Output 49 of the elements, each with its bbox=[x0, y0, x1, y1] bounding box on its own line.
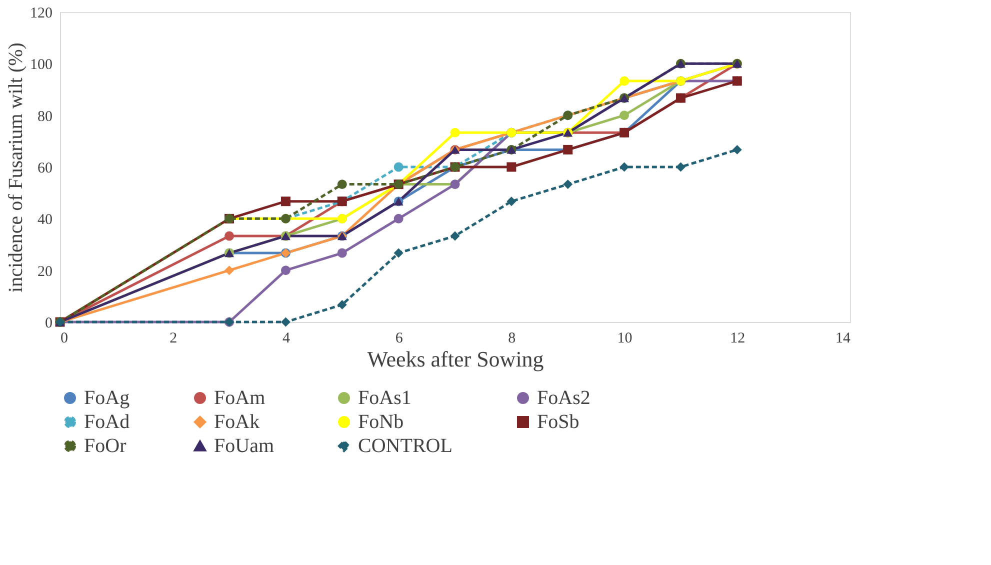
x-tick-label: 0 bbox=[60, 330, 68, 346]
point bbox=[620, 76, 630, 86]
point bbox=[676, 162, 686, 172]
legend-label: FoAm bbox=[214, 387, 266, 409]
legend-label: FoAd bbox=[84, 411, 130, 433]
point bbox=[620, 110, 630, 120]
x-tick-label: 2 bbox=[170, 330, 178, 346]
y-tick-label: 100 bbox=[30, 57, 52, 74]
point bbox=[563, 180, 573, 190]
point bbox=[394, 214, 404, 224]
x-axis-title: Weeks after Sowing bbox=[367, 346, 544, 372]
x-tick-label: 10 bbox=[617, 330, 632, 346]
legend-label: FoAg bbox=[84, 387, 130, 409]
legend-label: FoSb bbox=[537, 411, 580, 433]
x-tick-label: 6 bbox=[395, 330, 404, 346]
legend-label: FoOr bbox=[84, 435, 127, 457]
point bbox=[506, 196, 516, 206]
point bbox=[337, 180, 347, 190]
y-tick-label: 0 bbox=[45, 316, 52, 332]
y-tick-label: 60 bbox=[38, 160, 52, 176]
point bbox=[224, 231, 234, 241]
legend-label: CONTROL bbox=[358, 435, 452, 457]
y-tick-label: 80 bbox=[38, 108, 52, 125]
point bbox=[506, 162, 516, 172]
legend-label: FoAk bbox=[214, 411, 260, 433]
y-tick-label: 40 bbox=[38, 212, 52, 228]
point bbox=[620, 162, 630, 172]
point bbox=[732, 144, 742, 154]
x-tick-label: 8 bbox=[508, 330, 516, 346]
x-tick-label: 12 bbox=[730, 330, 746, 346]
y-tick-label: 20 bbox=[38, 264, 52, 280]
point bbox=[337, 300, 347, 310]
point bbox=[394, 248, 404, 258]
x-tick-label: 14 bbox=[836, 330, 851, 346]
point bbox=[450, 128, 460, 138]
legend-label: FoUam bbox=[214, 435, 274, 457]
point bbox=[280, 196, 290, 206]
legend-label: FoAs1 bbox=[358, 387, 412, 409]
x-tick-label: 4 bbox=[282, 330, 290, 346]
point bbox=[337, 248, 347, 258]
legend-label: FoNb bbox=[358, 411, 404, 433]
point bbox=[280, 317, 290, 327]
point bbox=[280, 266, 290, 276]
point bbox=[224, 266, 234, 276]
y-tick-label: 120 bbox=[30, 6, 52, 22]
legend-label: FoAs2 bbox=[537, 387, 590, 409]
y-axis-title: incidence of Fusarium wilt (%) bbox=[5, 42, 27, 292]
point bbox=[450, 231, 460, 241]
point bbox=[394, 162, 404, 172]
